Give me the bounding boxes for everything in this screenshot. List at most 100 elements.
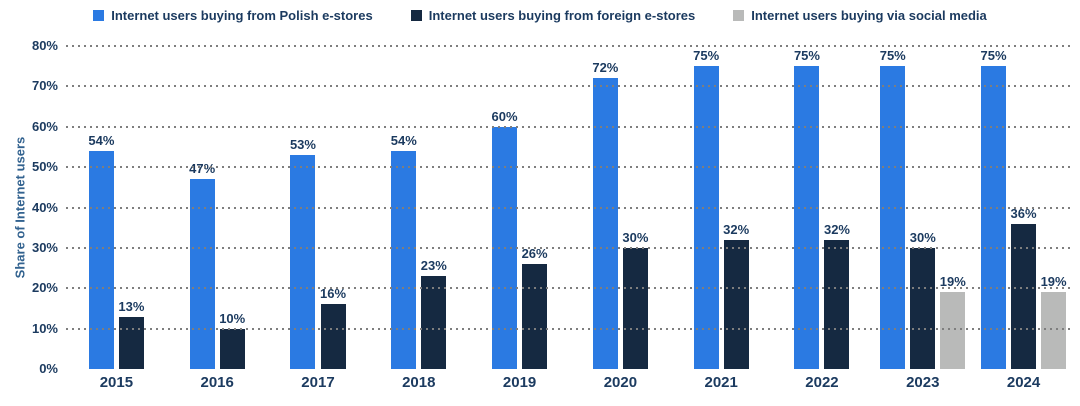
- bar-value-label: 75%: [980, 48, 1007, 64]
- bar-wrap-2019-series0: 60%: [491, 108, 518, 369]
- bar-wrap-2024-series0: 75%: [981, 49, 1007, 369]
- bar-value-label: 19%: [1040, 274, 1067, 290]
- bar-wrap-2017-series1: 16%: [320, 287, 346, 369]
- gridline-30: [66, 246, 1074, 249]
- bar-group-2018: 54% 23%: [368, 46, 469, 369]
- bar-wrap-2023-series1: 30%: [909, 229, 936, 369]
- bar-value-label: 32%: [723, 221, 750, 237]
- y-tick-label-20: 20%: [31, 280, 58, 296]
- legend-swatch-icon: [733, 10, 745, 21]
- bar-wrap-2023-series0: 75%: [880, 49, 906, 369]
- bar-value-label: 60%: [491, 108, 518, 124]
- legend-item-2: Internet users buying via social media: [733, 8, 987, 23]
- y-tick-label-80: 80%: [31, 38, 58, 53]
- x-axis-label-2020: 2020: [603, 374, 638, 391]
- legend-label: Internet users buying from Polish e-stor…: [111, 8, 373, 23]
- y-tick-label-30: 30%: [31, 239, 58, 255]
- bar-value-label: 19%: [939, 274, 966, 290]
- gridline-70: [66, 85, 1074, 88]
- bar-group-2017: 53% 16%: [268, 46, 369, 369]
- y-tick-label-0: 0%: [39, 361, 58, 376]
- bar-group-2015: 54% 13%: [66, 46, 167, 369]
- bar-wrap-2019-series1: 26%: [522, 247, 548, 369]
- gridline-20: [66, 287, 1074, 290]
- chart-legend: Internet users buying from Polish e-stor…: [0, 8, 1080, 23]
- bar-value-label: 10%: [219, 310, 246, 326]
- legend-label: Internet users buying via social media: [751, 8, 987, 23]
- bar-2019-series1: [522, 264, 548, 369]
- bar-2016-series1: [219, 328, 245, 369]
- bar-value-label: 23%: [420, 258, 447, 274]
- x-axis-label-2016: 2016: [200, 374, 234, 391]
- bar-2021-series0: [693, 66, 719, 369]
- legend-label: Internet users buying from foreign e-sto…: [428, 8, 696, 23]
- gridline-10: [66, 327, 1074, 330]
- x-axis-label-2024: 2024: [1006, 374, 1041, 391]
- bar-value-label: 75%: [693, 48, 720, 64]
- bar-2023-series0: [880, 66, 906, 369]
- bar-2018-series1: [421, 276, 447, 369]
- bar-2023-series2: [940, 292, 966, 369]
- bar-value-label: 75%: [879, 48, 906, 64]
- bar-2018-series0: [391, 150, 417, 369]
- x-axis-label-2022: 2022: [805, 374, 839, 391]
- bar-value-label: 47%: [189, 161, 216, 177]
- bar-value-label: 54%: [88, 132, 115, 148]
- bar-wrap-2022-series0: 75%: [794, 49, 820, 369]
- bar-value-label: 13%: [118, 298, 145, 314]
- gridline-60: [66, 125, 1074, 128]
- y-tick-label-70: 70%: [31, 78, 58, 94]
- bar-2024-series0: [981, 66, 1007, 369]
- y-tick-label-60: 60%: [31, 118, 58, 134]
- x-axis-label-2021: 2021: [704, 374, 738, 391]
- legend-item-0: Internet users buying from Polish e-stor…: [93, 8, 373, 23]
- bar-wrap-2016-series1: 10%: [219, 310, 246, 369]
- y-tick-label-40: 40%: [31, 199, 58, 215]
- bar-value-label: 53%: [289, 137, 316, 153]
- bar-value-label: 36%: [1010, 205, 1037, 221]
- x-axis-label-2019: 2019: [502, 374, 537, 391]
- bar-2020-series1: [622, 247, 648, 369]
- bar-2017-series0: [290, 155, 316, 369]
- y-tick-label-50: 50%: [31, 159, 58, 175]
- bar-value-label: 75%: [793, 48, 820, 64]
- bar-wrap-2021-series1: 32%: [723, 221, 750, 369]
- bar-wrap-2016-series0: 47%: [189, 162, 215, 369]
- bar-value-label: 16%: [319, 286, 347, 302]
- bar-wrap-2017-series0: 53%: [290, 138, 316, 369]
- x-axis-label-2017: 2017: [301, 374, 335, 391]
- bar-2015-series0: [88, 150, 114, 369]
- bar-wrap-2015-series1: 13%: [118, 298, 145, 369]
- bar-group-2016: 47% 10%: [167, 46, 268, 369]
- bar-2023-series1: [910, 247, 936, 369]
- bar-wrap-2023-series2: 19%: [940, 275, 966, 369]
- bar-wrap-2020-series0: 72%: [592, 61, 618, 369]
- gridline-50: [66, 166, 1074, 169]
- bar-wrap-2020-series1: 30%: [622, 230, 648, 369]
- bar-value-label: 72%: [592, 60, 619, 76]
- bar-value-label: 26%: [521, 246, 548, 262]
- bar-2016-series0: [189, 179, 215, 369]
- legend-swatch-icon: [410, 10, 422, 21]
- gridline-40: [66, 206, 1074, 209]
- bar-wrap-2018-series0: 54%: [390, 132, 417, 369]
- bar-2024-series1: [1011, 223, 1037, 369]
- bar-2021-series1: [723, 239, 749, 369]
- bar-value-label: 30%: [909, 229, 936, 245]
- bar-2022-series1: [824, 239, 850, 369]
- y-tick-label-10: 10%: [31, 320, 58, 336]
- plot-area: 54% 13% 47% 10% 53% 16% 54% 23% 60% 26% 72% 30% 75% 3…: [32, 38, 1074, 376]
- bar-group-2023: 75% 30% 19%: [872, 46, 973, 369]
- bar-group-2021: 75% 32%: [671, 46, 772, 369]
- bar-wrap-2024-series2: 19%: [1041, 275, 1067, 369]
- x-axis-label-2018: 2018: [402, 374, 436, 391]
- bar-value-label: 54%: [390, 132, 417, 148]
- gridline-80: [66, 45, 1074, 47]
- bar-2015-series1: [118, 316, 144, 369]
- bar-value-label: 32%: [823, 221, 850, 237]
- bar-wrap-2015-series0: 54%: [88, 132, 115, 369]
- bar-2017-series1: [320, 304, 346, 369]
- legend-item-1: Internet users buying from foreign e-sto…: [410, 8, 696, 23]
- bar-wrap-2021-series0: 75%: [693, 49, 719, 369]
